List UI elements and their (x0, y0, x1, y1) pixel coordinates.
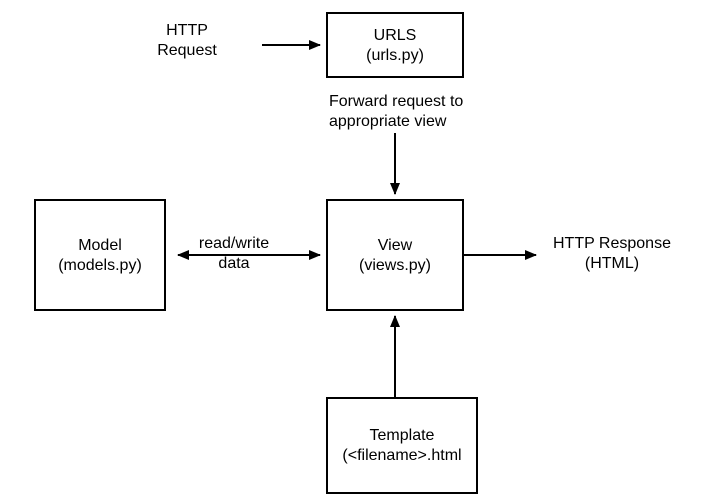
label-http-response-line2: (HTML) (585, 255, 639, 272)
node-model (35, 200, 165, 310)
label-readwrite-line1: read/write (199, 235, 269, 252)
node-model-line1: Model (78, 237, 122, 254)
label-http-request-line1: HTTP (166, 22, 208, 39)
node-urls (327, 13, 463, 77)
label-readwrite-line2: data (218, 255, 249, 272)
node-view-line2: (views.py) (359, 257, 431, 274)
node-template-line1: Template (370, 427, 435, 444)
node-view-line1: View (378, 237, 413, 254)
node-model-line2: (models.py) (58, 257, 142, 274)
django-architecture-diagram: URLS (urls.py) Model (models.py) View (v… (0, 0, 713, 503)
node-template (327, 398, 477, 493)
label-http-request-line2: Request (157, 42, 217, 59)
label-http-response-line1: HTTP Response (553, 235, 671, 252)
label-forward-line2: appropriate view (329, 113, 447, 130)
node-view (327, 200, 463, 310)
node-urls-line2: (urls.py) (366, 47, 424, 64)
label-forward-line1: Forward request to (329, 93, 463, 110)
node-urls-line1: URLS (374, 27, 417, 44)
node-template-line2: (<filename>.html (342, 447, 461, 464)
